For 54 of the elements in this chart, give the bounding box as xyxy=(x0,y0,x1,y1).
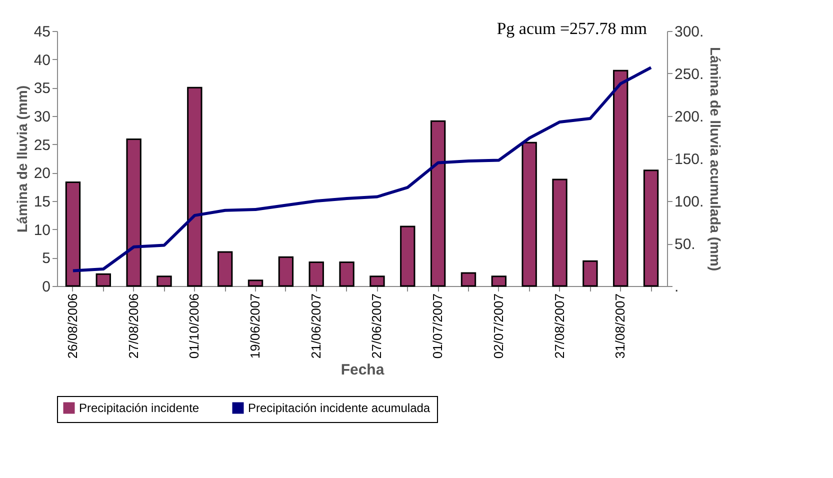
x-tick-label: 21/06/2007 xyxy=(308,294,324,359)
y2-tick-label: 300. xyxy=(674,24,704,40)
bar xyxy=(552,178,568,287)
x-tick-label: 27/08/2007 xyxy=(552,294,567,359)
bar xyxy=(491,276,507,287)
bar xyxy=(460,272,476,287)
bar xyxy=(522,142,537,287)
x-tick-label: 01/07/2007 xyxy=(430,294,446,359)
x-tick-label: 27/08/2006 xyxy=(126,294,141,359)
x-tick-label: 01/10/2006 xyxy=(186,294,202,359)
x-tick-label: 02/07/2007 xyxy=(490,294,506,359)
y-tick-label: 35 xyxy=(34,80,50,98)
bar xyxy=(65,182,81,287)
y-tick-label: 45 xyxy=(34,24,50,40)
legend-label: Precipitación incidente acumulada xyxy=(248,401,430,415)
bar xyxy=(248,280,264,287)
annotation: Pg acum =257.78 mm xyxy=(496,19,647,38)
y-axis-title: Lámina de lluvia (mm) xyxy=(14,85,30,233)
legend-label: Precipitación incidente xyxy=(79,401,200,415)
x-tick-label: 27/06/2007 xyxy=(369,294,384,359)
y2-tick-label: 50. xyxy=(674,236,696,253)
x-tick-label: 26/08/2006 xyxy=(64,294,80,359)
y2-tick-label: 200. xyxy=(674,108,704,126)
y2-tick-label: 150. xyxy=(674,151,704,168)
bar xyxy=(217,251,233,287)
y-tick-label: 20 xyxy=(34,165,50,182)
bar xyxy=(400,226,416,287)
bar xyxy=(187,86,202,287)
y-tick-label: 0 xyxy=(42,278,50,296)
y2-tick-label: 100. xyxy=(674,194,704,210)
bar xyxy=(96,273,111,287)
bar xyxy=(370,276,385,287)
x-axis-title: Fecha xyxy=(340,362,385,379)
bar xyxy=(430,120,446,287)
bar xyxy=(126,138,142,287)
bar xyxy=(278,256,294,287)
bar xyxy=(582,260,598,287)
y-tick-label: 30 xyxy=(34,108,50,126)
y-tick-label: 25 xyxy=(34,136,50,154)
y2-tick-label: 250. xyxy=(674,66,704,83)
x-tick-label: 31/08/2007 xyxy=(612,294,628,359)
bar xyxy=(308,261,324,287)
bar xyxy=(156,276,172,287)
y-tick-label: 5 xyxy=(42,250,50,268)
line-series xyxy=(71,66,653,272)
y2-axis-title: Lámina de lluvia acumulada (mm) xyxy=(708,46,724,272)
bar xyxy=(339,261,354,287)
bar xyxy=(643,170,659,287)
y-tick-label: 40 xyxy=(34,52,50,69)
bar xyxy=(613,70,628,287)
y-tick-label: 10 xyxy=(34,222,50,239)
x-tick-label: 19/06/2007 xyxy=(248,294,263,359)
y-tick-label: 15 xyxy=(34,194,50,210)
y2-tick-label: . xyxy=(674,278,679,296)
